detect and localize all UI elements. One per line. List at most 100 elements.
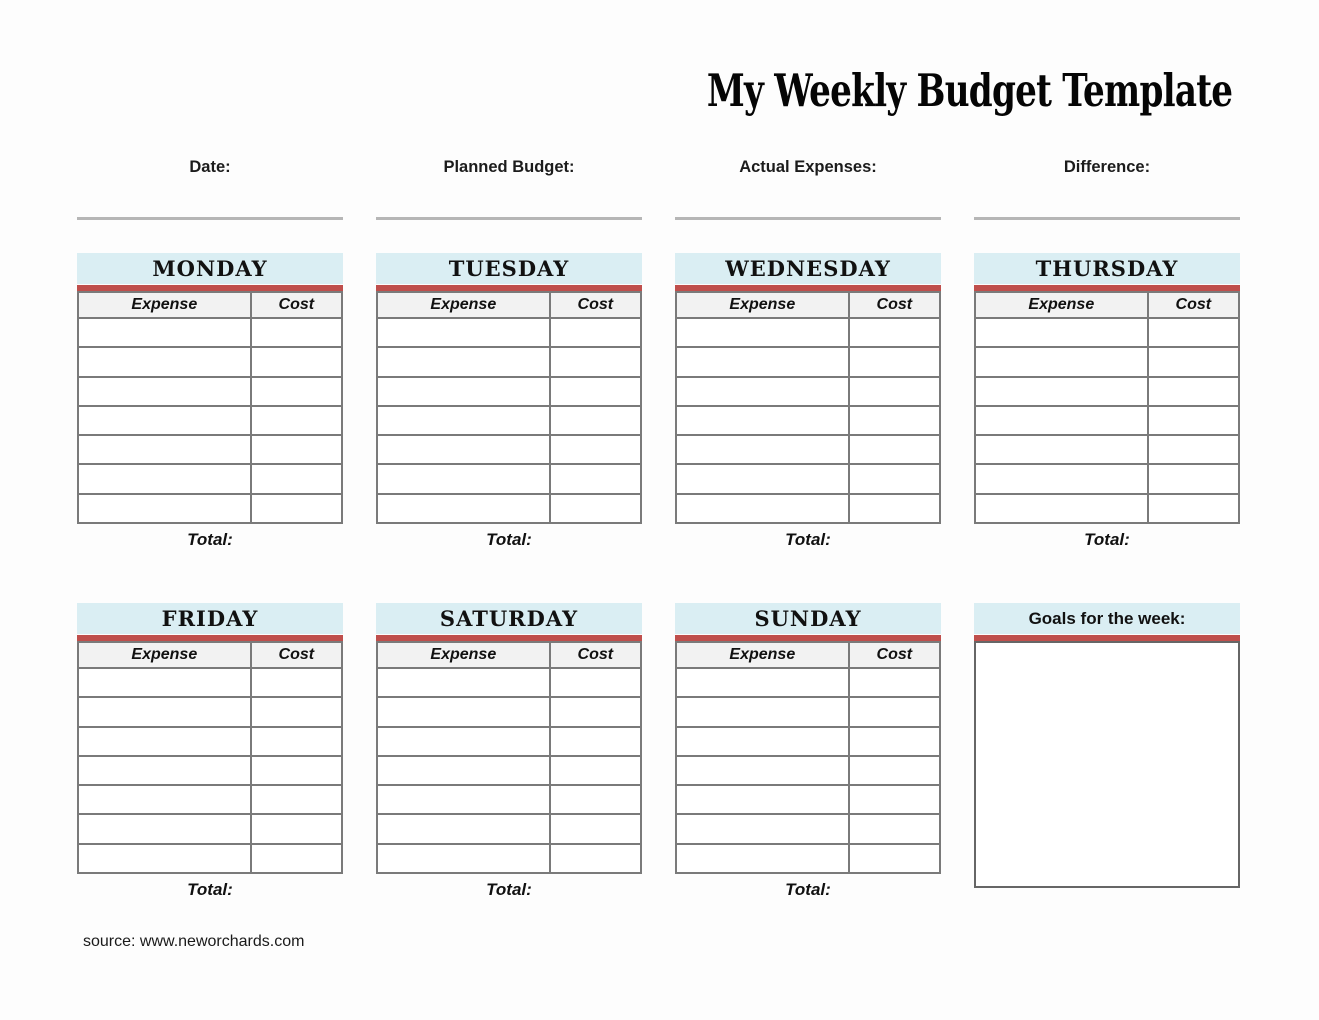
day-card-sunday: SUNDAY Expense Cost Total: <box>675 603 942 900</box>
cost-cell <box>548 463 643 495</box>
cost-cell <box>847 754 942 787</box>
empty-row <box>675 404 942 437</box>
expense-cell <box>974 404 1149 437</box>
expense-cell <box>77 346 252 378</box>
cost-column-header: Cost <box>548 291 643 319</box>
empty-row <box>376 813 643 845</box>
date-label: Date: <box>189 158 231 176</box>
cost-cell <box>847 463 942 495</box>
expense-cell <box>77 813 252 845</box>
column-header-row: Expense Cost <box>376 291 643 319</box>
day-header: TUESDAY <box>376 253 642 284</box>
cost-cell <box>249 696 344 728</box>
difference-label: Difference: <box>1063 158 1151 176</box>
cost-cell <box>847 666 942 699</box>
cost-cell <box>847 842 942 875</box>
expense-cell <box>675 813 850 845</box>
empty-row <box>376 316 643 349</box>
expense-cost-table: Expense Cost <box>376 291 643 525</box>
expense-cell <box>376 842 551 875</box>
day-red-accent-bar <box>675 635 941 641</box>
day-card-friday: FRIDAY Expense Cost Total: <box>77 603 344 900</box>
empty-row <box>77 842 344 875</box>
expense-cell <box>376 725 551 757</box>
cost-cell <box>249 784 344 816</box>
expense-cell <box>675 492 850 525</box>
empty-row <box>77 813 344 845</box>
expense-cell <box>675 666 850 699</box>
expense-cell <box>376 346 551 378</box>
expense-cell <box>675 725 850 757</box>
empty-row <box>77 725 344 757</box>
expense-cell <box>77 404 252 437</box>
cost-cell <box>249 842 344 875</box>
day-card-tuesday: TUESDAY Expense Cost Total: <box>376 253 643 550</box>
cost-cell <box>548 492 643 525</box>
cost-cell <box>847 434 942 466</box>
day-cards-row-1: MONDAY Expense Cost Total: TUESDAY Expen… <box>77 253 1241 550</box>
empty-row <box>376 784 643 816</box>
field-date: Date: <box>77 157 343 220</box>
cost-cell <box>249 463 344 495</box>
day-card-monday: MONDAY Expense Cost Total: <box>77 253 344 550</box>
empty-row <box>675 375 942 407</box>
cost-cell <box>548 725 643 757</box>
cost-cell <box>1146 404 1241 437</box>
empty-row <box>376 754 643 787</box>
field-difference: Difference: <box>974 157 1240 220</box>
total-label: Total: <box>187 880 233 900</box>
expense-cell <box>675 754 850 787</box>
expense-cell <box>974 492 1149 525</box>
expense-cost-table: Expense Cost <box>974 291 1241 525</box>
total-label: Total: <box>486 530 532 550</box>
expense-cell <box>77 842 252 875</box>
expense-cell <box>376 492 551 525</box>
cost-cell <box>249 404 344 437</box>
empty-row <box>77 754 344 787</box>
empty-row <box>376 842 643 875</box>
expense-cell <box>675 696 850 728</box>
column-header-row: Expense Cost <box>77 641 344 669</box>
expense-column-header: Expense <box>675 291 850 319</box>
goals-card: Goals for the week: <box>974 603 1240 888</box>
column-header-row: Expense Cost <box>675 291 942 319</box>
expense-cell <box>974 346 1149 378</box>
cost-cell <box>847 813 942 845</box>
header-fields-row: Date: Planned Budget: Actual Expenses: D… <box>77 157 1240 220</box>
cost-column-header: Cost <box>1146 291 1241 319</box>
goals-red-accent-bar <box>974 635 1240 641</box>
empty-row <box>974 434 1241 466</box>
actual-expenses-underline <box>675 217 941 220</box>
empty-row <box>675 784 942 816</box>
expense-cell <box>675 434 850 466</box>
expense-cell <box>77 375 252 407</box>
empty-row <box>675 463 942 495</box>
cost-cell <box>249 754 344 787</box>
expense-cost-table: Expense Cost <box>77 641 344 875</box>
expense-cell <box>77 434 252 466</box>
day-header: WEDNESDAY <box>675 253 941 284</box>
empty-row <box>974 375 1241 407</box>
expense-cell <box>77 754 252 787</box>
expense-column-header: Expense <box>77 291 252 319</box>
day-header: SATURDAY <box>376 603 642 634</box>
empty-row <box>974 316 1241 349</box>
cost-cell <box>548 666 643 699</box>
empty-row <box>675 492 942 525</box>
empty-row <box>77 375 344 407</box>
total-label: Total: <box>486 880 532 900</box>
empty-row <box>376 404 643 437</box>
actual-expenses-label: Actual Expenses: <box>739 158 877 176</box>
expense-cell <box>77 492 252 525</box>
empty-row <box>376 666 643 699</box>
column-header-row: Expense Cost <box>675 641 942 669</box>
empty-row <box>675 346 942 378</box>
day-card-wednesday: WEDNESDAY Expense Cost Total: <box>675 253 942 550</box>
day-cards-row-2: FRIDAY Expense Cost Total: SATURDAY Expe… <box>77 603 942 900</box>
cost-cell <box>1146 375 1241 407</box>
day-card-saturday: SATURDAY Expense Cost Total: <box>376 603 643 900</box>
column-header-row: Expense Cost <box>376 641 643 669</box>
expense-column-header: Expense <box>376 641 551 669</box>
expense-cell <box>974 463 1149 495</box>
